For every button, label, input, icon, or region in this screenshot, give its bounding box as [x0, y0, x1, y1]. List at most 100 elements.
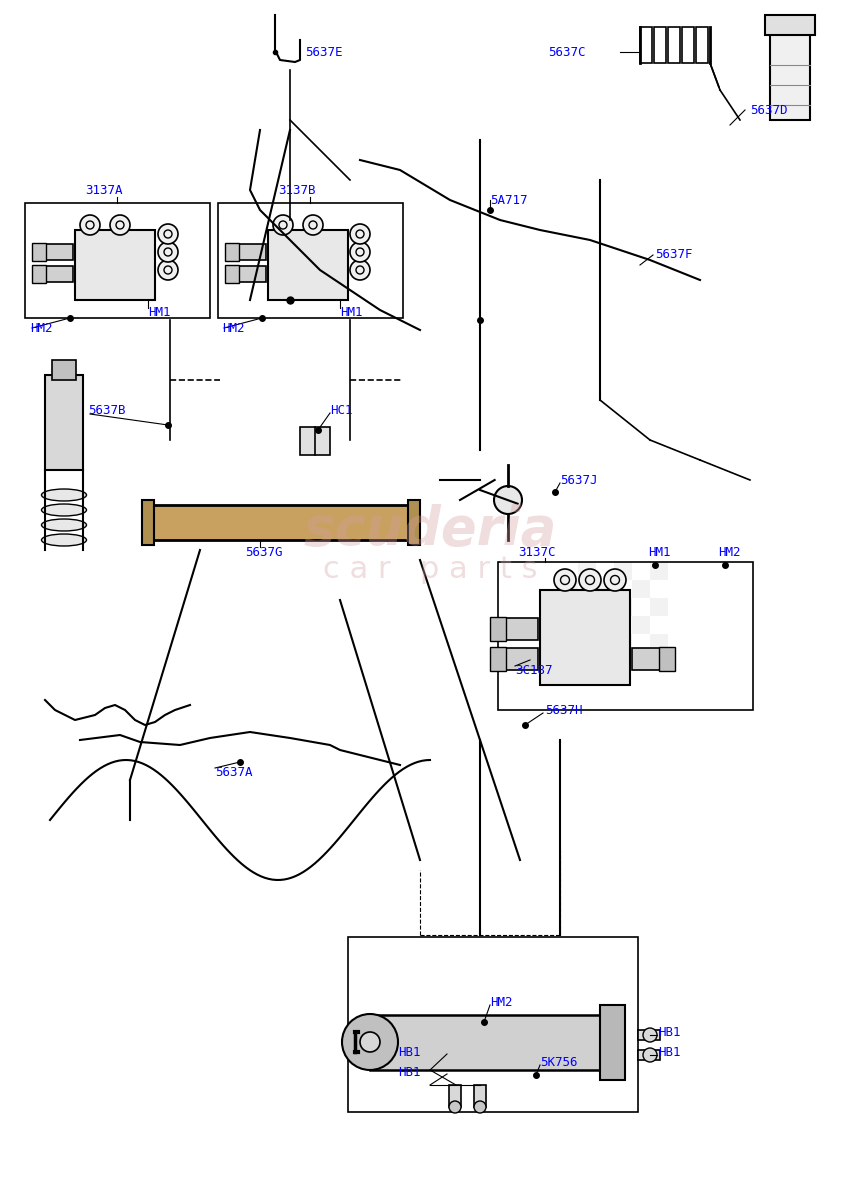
Bar	[614, 598, 632, 616]
Bar	[560, 652, 578, 670]
Bar	[765, 14, 815, 35]
Bar	[45, 244, 73, 260]
Bar	[650, 580, 668, 598]
Text: 5637F: 5637F	[655, 248, 692, 262]
Circle shape	[350, 242, 370, 262]
Bar	[614, 634, 632, 652]
Bar	[449, 1085, 461, 1106]
Text: 5637A: 5637A	[215, 766, 253, 779]
Bar	[696, 26, 708, 62]
Bar	[32, 242, 46, 260]
Circle shape	[360, 1032, 380, 1052]
Ellipse shape	[41, 518, 87, 530]
Circle shape	[579, 569, 601, 590]
Text: 5637C: 5637C	[548, 46, 586, 59]
Bar	[540, 590, 630, 685]
Bar	[505, 648, 538, 670]
Text: c a r   p a r t s: c a r p a r t s	[322, 556, 538, 584]
Bar	[650, 598, 668, 616]
Bar	[268, 230, 348, 300]
Circle shape	[158, 260, 178, 280]
Text: 5637D: 5637D	[750, 103, 788, 116]
Circle shape	[494, 486, 522, 514]
Bar	[490, 647, 506, 671]
Bar	[578, 598, 596, 616]
Circle shape	[273, 215, 293, 235]
Text: HM2: HM2	[30, 322, 52, 335]
Bar	[650, 562, 668, 580]
Ellipse shape	[41, 534, 87, 546]
Bar	[578, 562, 596, 580]
Bar	[659, 647, 675, 671]
Text: HB1: HB1	[658, 1026, 680, 1039]
Text: 5637E: 5637E	[305, 46, 342, 59]
Bar	[52, 360, 76, 380]
Text: HB1: HB1	[658, 1046, 680, 1060]
Text: 5K756: 5K756	[540, 1056, 578, 1068]
Bar	[150, 505, 410, 540]
Text: 5637J: 5637J	[560, 474, 598, 486]
Bar	[614, 580, 632, 598]
Bar	[225, 265, 239, 283]
Bar	[770, 30, 810, 120]
Bar	[632, 648, 660, 670]
Circle shape	[350, 224, 370, 244]
Bar	[632, 634, 650, 652]
Text: HM1: HM1	[148, 306, 170, 318]
Bar	[560, 616, 578, 634]
Bar	[632, 652, 650, 670]
Bar	[238, 244, 266, 260]
Bar	[596, 580, 614, 598]
Bar	[682, 26, 694, 62]
Bar	[32, 265, 46, 283]
Text: 3137B: 3137B	[278, 184, 316, 197]
Bar	[578, 634, 596, 652]
Bar	[370, 1015, 600, 1070]
Circle shape	[474, 1102, 486, 1114]
Bar	[596, 652, 614, 670]
Bar	[560, 598, 578, 616]
Circle shape	[449, 1102, 461, 1114]
Text: HM2: HM2	[718, 546, 740, 558]
Bar	[614, 652, 632, 670]
Bar	[632, 598, 650, 616]
Bar	[578, 580, 596, 598]
Circle shape	[643, 1028, 657, 1042]
Circle shape	[342, 1014, 398, 1070]
Bar	[650, 616, 668, 634]
Circle shape	[80, 215, 100, 235]
Bar	[218, 203, 403, 318]
Bar	[45, 266, 73, 282]
Text: HB1: HB1	[398, 1045, 421, 1058]
Bar	[596, 616, 614, 634]
Bar	[632, 562, 650, 580]
Bar	[490, 617, 506, 641]
Bar	[600, 1006, 625, 1080]
Ellipse shape	[41, 490, 87, 502]
Bar	[596, 598, 614, 616]
Circle shape	[643, 1048, 657, 1062]
Bar	[560, 634, 578, 652]
Circle shape	[110, 215, 130, 235]
Bar	[668, 26, 680, 62]
Text: HM1: HM1	[340, 306, 363, 318]
Bar	[498, 562, 753, 710]
Bar	[638, 1050, 660, 1060]
Text: HM2: HM2	[222, 322, 244, 335]
Bar	[578, 616, 596, 634]
Bar	[640, 26, 652, 62]
Text: 5637H: 5637H	[545, 703, 582, 716]
Bar	[25, 203, 210, 318]
Circle shape	[350, 260, 370, 280]
Circle shape	[158, 224, 178, 244]
Bar	[45, 374, 83, 470]
Bar	[560, 562, 578, 580]
Bar	[650, 652, 668, 670]
Bar	[560, 580, 578, 598]
Circle shape	[554, 569, 576, 590]
Text: HM2: HM2	[490, 996, 513, 1008]
Bar	[578, 652, 596, 670]
Bar	[632, 580, 650, 598]
Bar	[225, 242, 239, 260]
Text: 5A717: 5A717	[490, 193, 527, 206]
